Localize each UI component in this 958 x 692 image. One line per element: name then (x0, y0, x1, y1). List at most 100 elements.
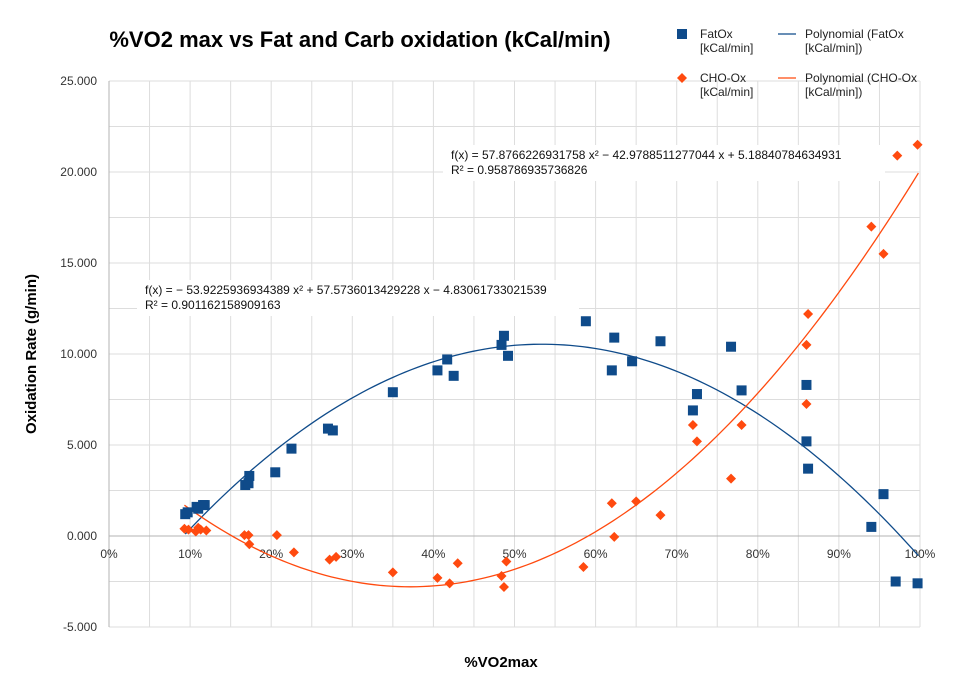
trendlines (184, 172, 919, 588)
chart-title: %VO2 max vs Fat and Carb oxidation (kCal… (109, 27, 610, 52)
equation-box (443, 145, 885, 181)
x-tick-label: 40% (421, 547, 445, 561)
y-tick-label: 5.000 (67, 438, 97, 452)
cho-ox-point (578, 561, 589, 572)
x-tick-label: 90% (827, 547, 851, 561)
fatox-point (199, 500, 210, 511)
legend-label-unit: [kCal/min]) (805, 85, 862, 99)
x-tick-label: 20% (259, 547, 283, 561)
equation-annotations: f(x) = − 53.9225936934389 x² + 57.573601… (137, 145, 885, 316)
fatox-point (687, 405, 698, 416)
fatox-point (866, 521, 877, 532)
trendline-3 (184, 172, 919, 588)
equation-label: f(x) = 57.8766226931758 x² − 42.97885112… (451, 148, 842, 162)
fatox-point (801, 379, 812, 390)
y-tick-label: 15.000 (60, 256, 97, 270)
cho-ox-point (452, 558, 463, 569)
y-tick-label: 10.000 (60, 347, 97, 361)
cho-ox-point (243, 530, 254, 541)
cho-ox-point (501, 556, 512, 567)
cho-ox-point (331, 551, 342, 562)
cho-ox-point (803, 308, 814, 319)
cho-ox-point (866, 221, 877, 232)
cho-ox-point (183, 524, 194, 535)
fatox-point (912, 578, 923, 589)
r-squared-label: R² = 0.901162158909163 (145, 298, 281, 312)
cho-ox-point (801, 399, 812, 410)
cho-ox-point (736, 419, 747, 430)
legend-fatox-marker (677, 29, 687, 39)
legend-label-unit: [kCal/min]) (805, 41, 862, 55)
legend-label: Polynomial (CHO-Ox (805, 71, 917, 85)
y-tick-label: 25.000 (60, 74, 97, 88)
x-tick-label: 30% (340, 547, 364, 561)
legend: FatOx[kCal/min]Polynomial (FatOx[kCal/mi… (677, 27, 917, 99)
x-tick-label: 100% (905, 547, 936, 561)
r-squared-label: R² = 0.958786935736826 (451, 163, 588, 177)
fatox-point (726, 341, 737, 352)
cho-ox-point (687, 419, 698, 430)
x-tick-label: 10% (178, 547, 202, 561)
trendline-2 (184, 343, 919, 557)
x-tick-label: 0% (100, 547, 118, 561)
legend-label: Polynomial (FatOx (805, 27, 904, 41)
legend-cho-ox-marker (677, 73, 687, 83)
fatox-point (387, 387, 398, 398)
cho-ox-point (726, 473, 737, 484)
cho-ox-point (801, 339, 812, 350)
cho-ox-point (444, 578, 455, 589)
fatox-point (655, 336, 666, 347)
fatox-point (432, 365, 443, 376)
cho-ox-point (606, 498, 617, 509)
y-tick-label: 0.000 (67, 529, 97, 543)
cho-ox-point (691, 436, 702, 447)
cho-ox-point (271, 530, 282, 541)
cho-ox-point (631, 496, 642, 507)
x-tick-label: 50% (502, 547, 526, 561)
cho-ox-point (609, 531, 620, 542)
fatox-point (609, 332, 620, 343)
fatox-point (286, 443, 297, 454)
fatox-point (244, 470, 255, 481)
cho-ox-point (498, 581, 509, 592)
fatox-point (801, 436, 812, 447)
legend-label: CHO-Ox (700, 71, 746, 85)
fatox-point (580, 316, 591, 327)
x-tick-label: 60% (584, 547, 608, 561)
cho-ox-point (655, 510, 666, 521)
data-points (179, 139, 923, 592)
axes: 0% 10% 20% 30% 40% 50% 60% 70% 80% 90% 100% 25.000 2… (60, 74, 935, 634)
x-axis-title: %VO2max (464, 654, 538, 671)
fatox-point (503, 350, 514, 361)
fatox-point (243, 478, 254, 489)
cho-ox-point (201, 525, 212, 536)
fatox-point (442, 354, 453, 365)
y-tick-label: -5.000 (63, 620, 97, 634)
fatox-point (327, 425, 338, 436)
fatox-point (627, 356, 638, 367)
legend-label-unit: [kCal/min] (700, 41, 753, 55)
fatox-point (890, 576, 901, 587)
fatox-point (691, 389, 702, 400)
cho-ox-point (288, 547, 299, 558)
fatox-point (498, 330, 509, 341)
cho-ox-point (892, 150, 903, 161)
fatox-point (736, 385, 747, 396)
fatox-point (182, 507, 193, 518)
equation-box (137, 280, 579, 316)
legend-label: FatOx (700, 27, 733, 41)
x-tick-label: 80% (746, 547, 770, 561)
fatox-point (606, 365, 617, 376)
cho-ox-point (496, 571, 507, 582)
fatox-point (803, 463, 814, 474)
legend-label-unit: [kCal/min] (700, 85, 753, 99)
x-tick-label: 70% (665, 547, 689, 561)
fatox-point (270, 467, 281, 478)
cho-ox-point (878, 248, 889, 259)
cho-ox-point (244, 539, 255, 550)
y-tick-label: 20.000 (60, 165, 97, 179)
cho-ox-point (912, 139, 923, 150)
fatox-point (496, 339, 507, 350)
